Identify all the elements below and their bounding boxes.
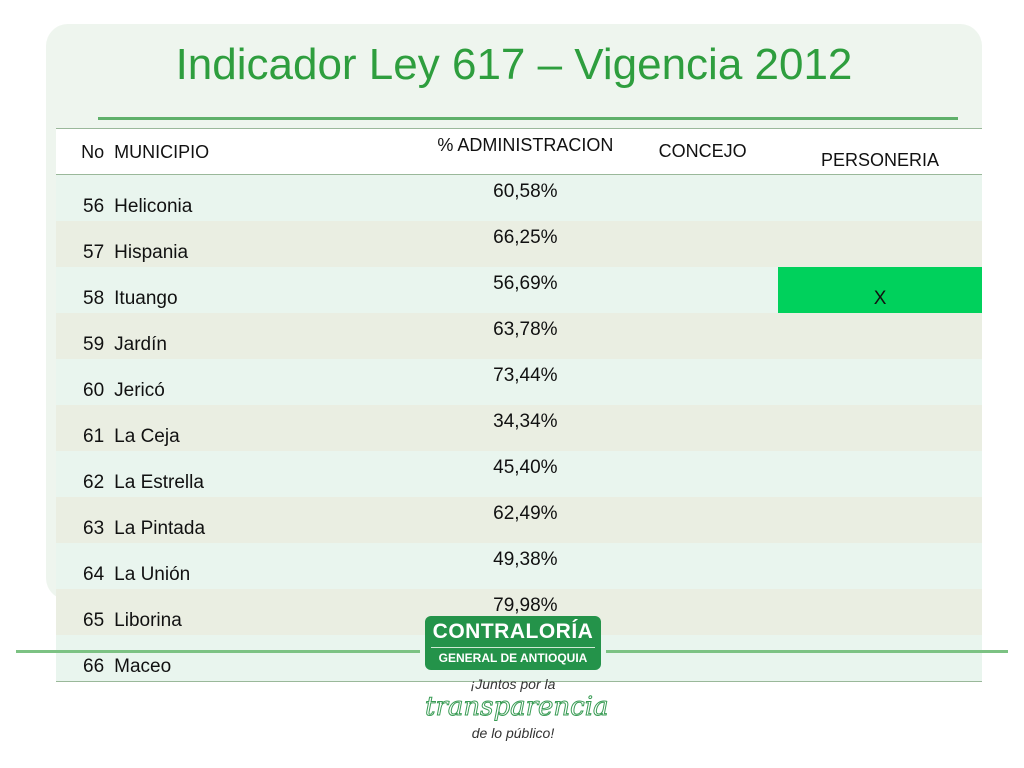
cell-no: 63 [56,497,111,543]
cell-municipio: Heliconia [110,174,424,221]
table-row: 62 La Estrella 45,40% [56,451,982,497]
table-row: 64 La Unión 49,38% [56,543,982,589]
cell-personeria [778,359,982,405]
table-row: 57 Hispania 66,25% [56,221,982,267]
logo-line2: GENERAL DE ANTIOQUIA [431,647,595,665]
cell-municipio: Liborina [110,589,424,635]
cell-personeria [778,313,982,359]
cell-concejo [627,543,779,589]
cell-concejo [627,221,779,267]
table-row: 58 Ituango 56,69% X [56,267,982,313]
slogan-line1: ¡Juntos por la [470,676,556,692]
cell-municipio: La Unión [110,543,424,589]
cell-administracion: 66,25% [423,221,628,267]
cell-personeria [778,451,982,497]
cell-administracion: 45,40% [423,451,628,497]
footer-rule-left [16,650,420,653]
footer-rule-right [606,650,1008,653]
cell-administracion: 34,34% [423,405,628,451]
header-personeria: PERSONERIA [778,128,982,175]
cell-personeria [778,174,982,221]
contraloria-logo: CONTRALORÍA GENERAL DE ANTIOQUIA ¡Juntos… [425,616,610,741]
cell-no: 59 [56,313,111,359]
cell-municipio: Ituango [110,267,424,313]
cell-no: 65 [56,589,111,635]
table-row: 60 Jericó 73,44% [56,359,982,405]
cell-personeria [778,589,982,635]
table-row: 59 Jardín 63,78% [56,313,982,359]
cell-administracion: 49,38% [423,543,628,589]
cell-personeria [778,635,982,682]
cell-concejo [627,589,779,635]
logo-badge: CONTRALORÍA GENERAL DE ANTIOQUIA [425,616,601,670]
cell-personeria [778,497,982,543]
header-administracion: % ADMINISTRACION [423,128,628,175]
table-row: 56 Heliconia 60,58% [56,174,982,221]
cell-municipio: Jardín [110,313,424,359]
cell-municipio: Jericó [110,359,424,405]
header-no: No [56,128,111,175]
cell-municipio: Maceo [110,635,424,682]
cell-administracion: 62,49% [423,497,628,543]
cell-no: 61 [56,405,111,451]
cell-concejo [627,267,779,313]
page-title: Indicador Ley 617 – Vigencia 2012 [175,40,853,89]
cell-administracion: 60,58% [423,174,628,221]
cell-concejo [627,497,779,543]
title-divider [98,117,958,120]
cell-no: 56 [56,174,111,221]
cell-municipio: La Ceja [110,405,424,451]
table-header-row: No MUNICIPIO % ADMINISTRACION CONCEJO PE… [56,128,982,175]
table-row: 65 Liborina 79,98% [56,589,982,635]
cell-municipio: Hispania [110,221,424,267]
cell-administracion: 63,78% [423,313,628,359]
cell-concejo [627,635,779,682]
cell-personeria: X [778,267,982,313]
cell-administracion: 56,69% [423,267,628,313]
cell-concejo [627,451,779,497]
cell-municipio: La Pintada [110,497,424,543]
slogan-line2: transparencia [425,692,610,723]
cell-concejo [627,313,779,359]
cell-personeria [778,543,982,589]
cell-personeria [778,221,982,267]
cell-municipio: La Estrella [110,451,424,497]
cell-no: 60 [56,359,111,405]
cell-no: 66 [56,635,111,682]
cell-no: 62 [56,451,111,497]
slogan-line3: de lo público! [471,725,555,741]
indicator-table: No MUNICIPIO % ADMINISTRACION CONCEJO PE… [56,128,982,682]
table-row: 63 La Pintada 62,49% [56,497,982,543]
cell-personeria [778,405,982,451]
cell-no: 64 [56,543,111,589]
cell-concejo [627,174,779,221]
cell-concejo [627,359,779,405]
cell-no: 57 [56,221,111,267]
header-municipio: MUNICIPIO [110,128,424,175]
table-row: 61 La Ceja 34,34% [56,405,982,451]
cell-administracion: 73,44% [423,359,628,405]
cell-concejo [627,405,779,451]
logo-line1: CONTRALORÍA [432,620,594,643]
header-concejo: CONCEJO [627,128,779,175]
cell-no: 58 [56,267,111,313]
